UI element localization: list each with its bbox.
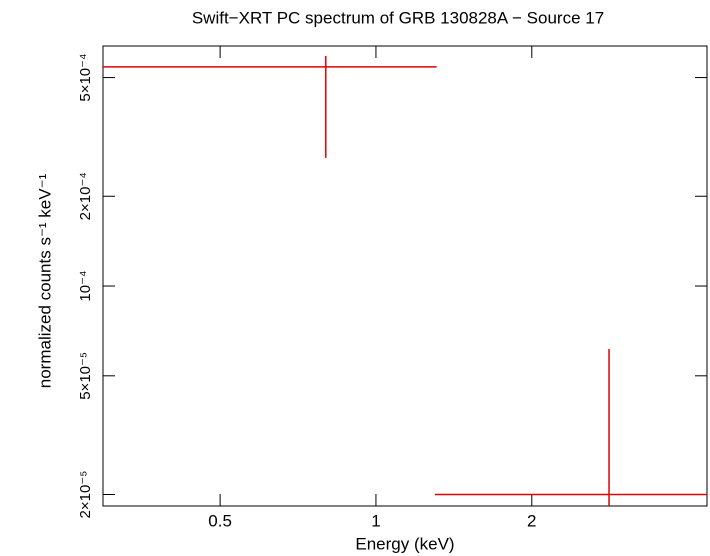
- plot-frame: [102, 45, 708, 507]
- data-point: [434, 348, 707, 506]
- y-axis-label: normalized counts s⁻¹ keV⁻¹: [35, 173, 54, 388]
- x-tick-label: 2: [527, 511, 536, 530]
- x-tick-label: 1: [371, 511, 380, 530]
- y-tick-label: 5×10⁻⁴: [77, 53, 94, 101]
- x-axis-label: Energy (keV): [355, 534, 454, 553]
- data-point: [103, 55, 437, 158]
- chart-title: Swift−XRT PC spectrum of GRB 130828A − S…: [192, 8, 604, 27]
- y-tick-label: 2×10⁻⁴: [77, 172, 94, 220]
- x-tick-label: 0.5: [208, 511, 232, 530]
- y-tick-label: 5×10⁻⁵: [77, 352, 94, 400]
- y-tick-label: 10⁻⁴: [77, 271, 94, 302]
- y-tick-label: 2×10⁻⁵: [77, 471, 94, 519]
